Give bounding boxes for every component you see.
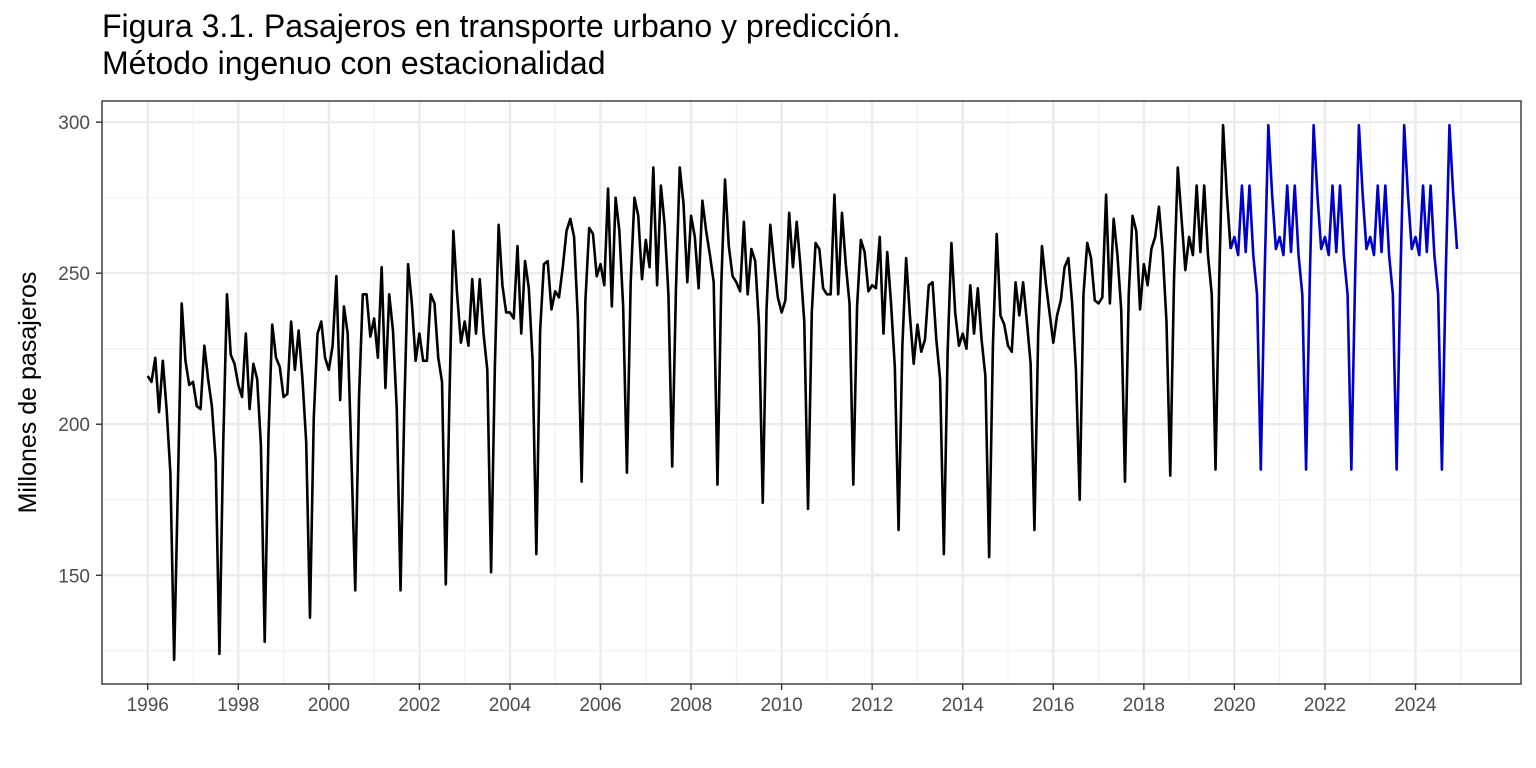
x-tick-label: 2004 xyxy=(489,695,532,716)
x-tick-label: 2020 xyxy=(1213,695,1255,716)
x-tick-label: 1998 xyxy=(217,695,259,716)
y-tick-label: 250 xyxy=(58,264,90,285)
y-tick-label: 200 xyxy=(58,415,90,436)
x-tick-label: 2010 xyxy=(760,695,802,716)
x-tick-label: 2016 xyxy=(1032,695,1074,716)
series-line-forecast xyxy=(1229,123,1459,471)
x-tick-label: 2018 xyxy=(1123,695,1165,716)
x-tick-label: 2014 xyxy=(942,695,985,716)
chart-title-line-2: Método ingenuo con estacionalidad xyxy=(102,45,606,81)
y-tick-label: 300 xyxy=(58,113,90,134)
x-tick-label: 2008 xyxy=(670,695,712,716)
x-tick-label: 2002 xyxy=(398,695,440,716)
series-line-history xyxy=(146,123,1232,662)
x-tick-label: 2012 xyxy=(851,695,893,716)
x-tick-label: 2006 xyxy=(579,695,621,716)
chart-title: Figura 3.1. Pasajeros en transporte urba… xyxy=(102,8,901,82)
y-axis-title: Millones de pasajeros xyxy=(14,272,42,514)
y-tick-label: 150 xyxy=(58,566,90,587)
x-tick-label: 2022 xyxy=(1304,695,1346,716)
panel-border xyxy=(101,100,1522,685)
chart-title-line-1: Figura 3.1. Pasajeros en transporte urba… xyxy=(102,8,901,44)
x-tick-label: 2000 xyxy=(308,695,350,716)
x-tick-label: 2024 xyxy=(1394,695,1437,716)
x-tick-label: 1996 xyxy=(127,695,169,716)
